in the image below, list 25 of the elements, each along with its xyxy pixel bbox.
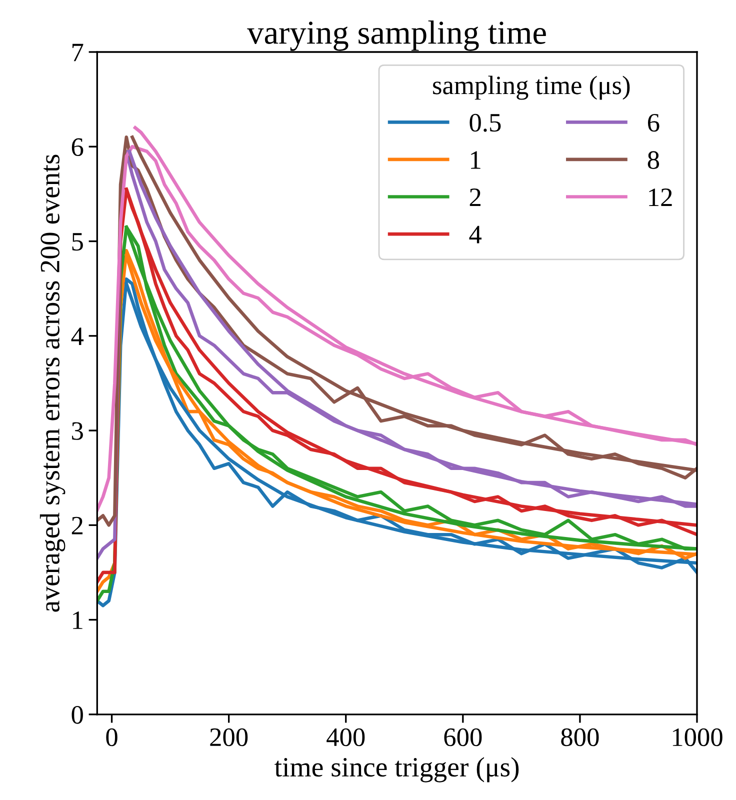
legend-label: 1 [471, 151, 480, 169]
legend-label: 6 [648, 114, 660, 132]
y-tick-label: 5 [72, 233, 83, 251]
x-tick-label: 600 [444, 728, 482, 746]
legend-label: 0.5 [470, 114, 501, 132]
y-tick-label: 4 [71, 328, 84, 346]
y-tick-label: 3 [72, 422, 83, 440]
legend-label: 2 [470, 188, 480, 206]
x-tick-label: 400 [326, 728, 365, 746]
x-tick-label: 0 [106, 728, 118, 746]
y-tick-label: 6 [72, 138, 84, 156]
legend-label: 8 [648, 151, 660, 169]
legend-label: 4 [469, 226, 482, 244]
y-tick-label: 2 [72, 516, 82, 534]
chart-title: varying sampling time [247, 20, 546, 51]
x-axis-title: time since trigger (μs) [274, 757, 519, 782]
y-axis-title: averaged system errors across 200 events [40, 154, 66, 612]
x-tick-label: 1000 [672, 728, 722, 746]
y-tick-label: 1 [73, 612, 82, 629]
legend-title: sampling time (μs) [433, 76, 630, 100]
legend-label: 12 [649, 188, 672, 206]
y-tick-label: 7 [72, 44, 84, 62]
y-tick-label: 0 [72, 706, 83, 724]
x-tick-label: 200 [210, 728, 248, 746]
x-tick-label: 800 [561, 728, 599, 746]
